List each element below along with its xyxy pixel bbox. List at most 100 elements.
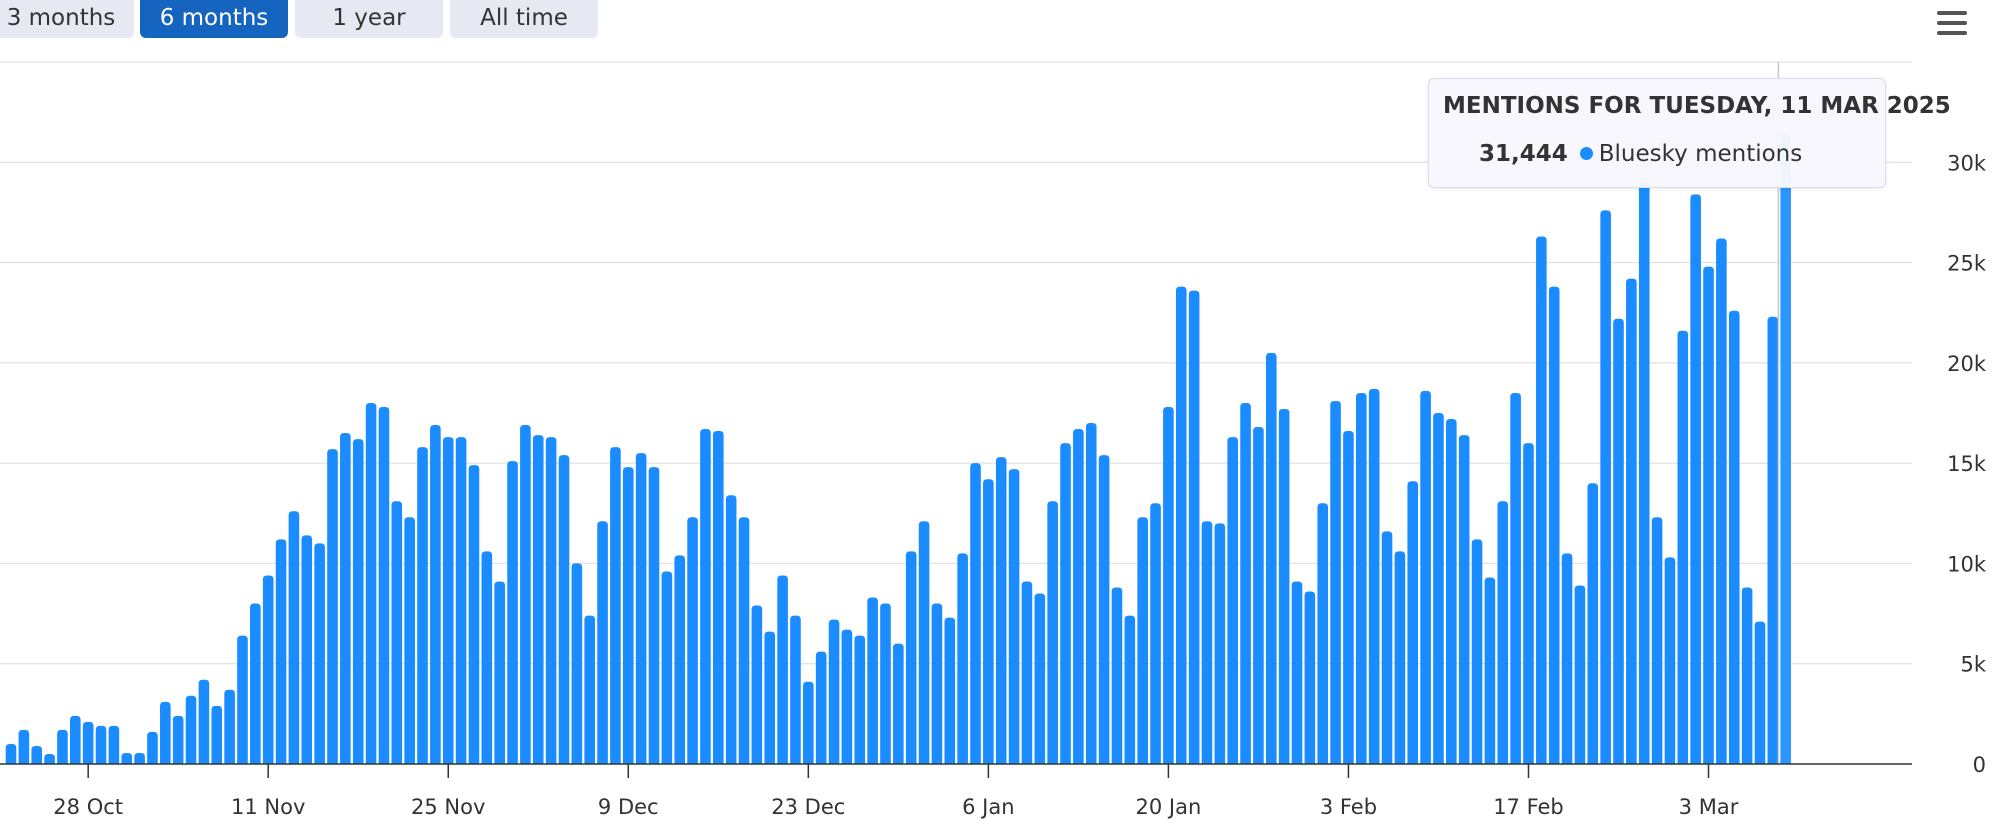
bar[interactable] bbox=[95, 725, 107, 764]
bar[interactable] bbox=[70, 715, 81, 764]
bar[interactable] bbox=[262, 575, 274, 764]
bar[interactable] bbox=[738, 517, 750, 764]
bar[interactable] bbox=[700, 429, 711, 764]
bar[interactable] bbox=[1124, 615, 1136, 764]
bar[interactable] bbox=[1728, 310, 1740, 764]
bar[interactable] bbox=[1098, 455, 1110, 764]
bar[interactable] bbox=[558, 455, 570, 764]
bar[interactable] bbox=[1227, 437, 1238, 764]
bar[interactable] bbox=[841, 629, 853, 764]
bar[interactable] bbox=[442, 437, 454, 764]
range-button-all-time[interactable]: All time bbox=[450, 0, 598, 38]
hamburger-menu-icon[interactable] bbox=[1935, 8, 1969, 38]
bar[interactable] bbox=[1600, 210, 1611, 764]
bar[interactable] bbox=[327, 449, 338, 764]
bar[interactable] bbox=[1561, 553, 1573, 764]
bar[interactable] bbox=[18, 729, 30, 764]
bar[interactable] bbox=[1394, 551, 1406, 764]
bar[interactable] bbox=[854, 635, 866, 764]
bar[interactable] bbox=[1703, 266, 1714, 764]
bar[interactable] bbox=[1433, 413, 1444, 764]
bar[interactable] bbox=[417, 447, 428, 764]
bar[interactable] bbox=[1741, 587, 1753, 764]
bar[interactable] bbox=[57, 729, 68, 764]
bar[interactable] bbox=[1716, 238, 1727, 764]
bar[interactable] bbox=[1613, 318, 1624, 764]
bar[interactable] bbox=[391, 501, 403, 764]
bar[interactable] bbox=[918, 521, 930, 764]
range-button-3-months[interactable]: 3 months bbox=[0, 0, 134, 38]
bar[interactable] bbox=[1047, 501, 1058, 764]
bar[interactable] bbox=[1085, 423, 1097, 764]
bar[interactable] bbox=[481, 551, 493, 764]
bar[interactable] bbox=[82, 721, 94, 764]
bar[interactable] bbox=[455, 437, 467, 764]
bar[interactable] bbox=[815, 651, 827, 764]
bar[interactable] bbox=[31, 745, 43, 764]
range-button-1-year[interactable]: 1 year bbox=[295, 0, 443, 38]
bar[interactable] bbox=[1638, 182, 1650, 765]
bar[interactable] bbox=[545, 437, 557, 764]
bar[interactable] bbox=[571, 563, 583, 764]
bar[interactable] bbox=[622, 467, 634, 764]
bar[interactable] bbox=[134, 752, 145, 764]
bar[interactable] bbox=[147, 731, 158, 764]
bar[interactable] bbox=[1780, 133, 1791, 765]
bar[interactable] bbox=[661, 571, 673, 764]
bar[interactable] bbox=[905, 551, 917, 764]
bar[interactable] bbox=[1420, 390, 1431, 764]
bar[interactable] bbox=[352, 439, 364, 764]
bar[interactable] bbox=[1754, 621, 1766, 764]
bar[interactable] bbox=[828, 619, 840, 764]
bar[interactable] bbox=[1330, 400, 1341, 764]
bar[interactable] bbox=[1548, 286, 1560, 764]
bar[interactable] bbox=[957, 553, 968, 764]
bar[interactable] bbox=[1188, 290, 1200, 764]
bar[interactable] bbox=[275, 539, 287, 764]
bar[interactable] bbox=[340, 433, 351, 764]
bar[interactable] bbox=[597, 521, 608, 764]
range-button-6-months[interactable]: 6 months bbox=[140, 0, 288, 38]
bar[interactable] bbox=[1214, 523, 1226, 764]
bar[interactable] bbox=[1175, 286, 1187, 764]
bar[interactable] bbox=[224, 689, 235, 764]
bar[interactable] bbox=[1137, 517, 1148, 764]
bar[interactable] bbox=[1574, 585, 1586, 764]
bar[interactable] bbox=[314, 543, 325, 764]
bar[interactable] bbox=[1163, 406, 1174, 764]
bar[interactable] bbox=[1690, 194, 1701, 764]
bar[interactable] bbox=[1073, 429, 1084, 764]
bar[interactable] bbox=[5, 743, 17, 764]
bar[interactable] bbox=[494, 581, 505, 764]
bar[interactable] bbox=[944, 617, 956, 764]
bar[interactable] bbox=[995, 457, 1007, 764]
bar[interactable] bbox=[404, 517, 415, 764]
bar[interactable] bbox=[777, 575, 788, 764]
bar[interactable] bbox=[1381, 531, 1393, 764]
bar[interactable] bbox=[1407, 481, 1419, 764]
bar[interactable] bbox=[1060, 443, 1071, 764]
bar[interactable] bbox=[790, 615, 801, 764]
bar[interactable] bbox=[867, 597, 878, 764]
bar[interactable] bbox=[1510, 392, 1521, 764]
bar[interactable] bbox=[1497, 501, 1509, 764]
bar[interactable] bbox=[1034, 593, 1046, 764]
bar[interactable] bbox=[172, 715, 184, 764]
bar[interactable] bbox=[687, 517, 698, 764]
bar[interactable] bbox=[1317, 503, 1329, 764]
bar[interactable] bbox=[1356, 392, 1367, 764]
bar[interactable] bbox=[635, 453, 647, 764]
bar[interactable] bbox=[1111, 587, 1123, 764]
bar[interactable] bbox=[160, 701, 171, 764]
bar[interactable] bbox=[880, 603, 891, 764]
bar[interactable] bbox=[1484, 577, 1496, 764]
bar[interactable] bbox=[1343, 431, 1354, 764]
bar[interactable] bbox=[1471, 539, 1483, 764]
bar[interactable] bbox=[250, 603, 261, 764]
bar[interactable] bbox=[237, 635, 248, 764]
bar[interactable] bbox=[764, 631, 776, 764]
bar[interactable] bbox=[1523, 443, 1534, 764]
bar[interactable] bbox=[507, 461, 518, 764]
bar[interactable] bbox=[301, 535, 313, 764]
bar[interactable] bbox=[1651, 517, 1663, 764]
